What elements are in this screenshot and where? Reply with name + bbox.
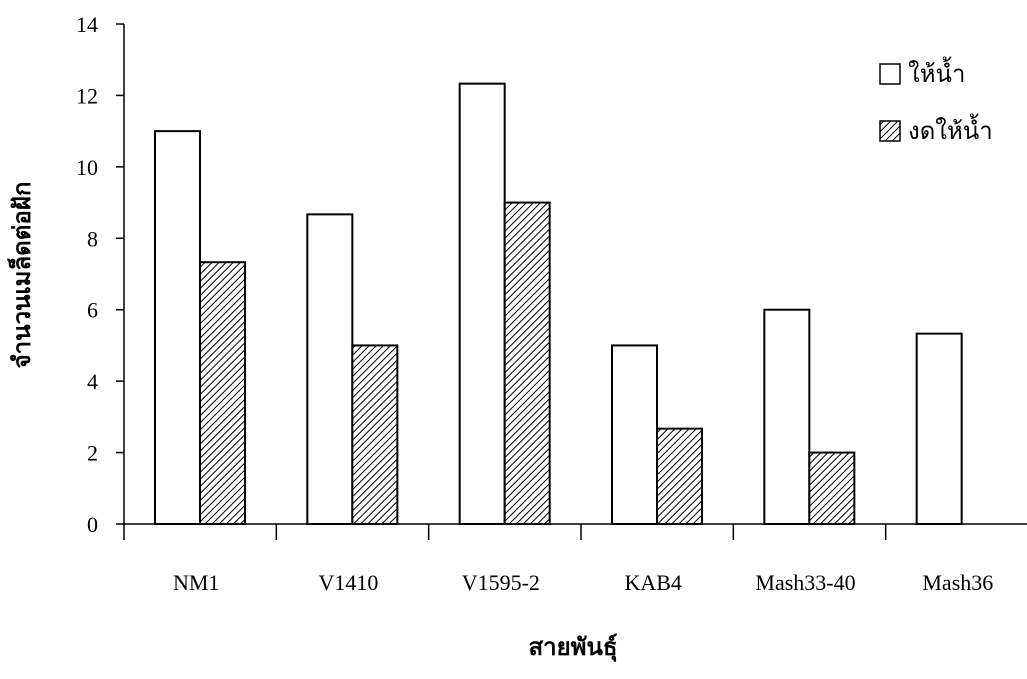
bar-NM1-series-1 xyxy=(154,130,201,525)
legend-label-2: งดให้น้ำ xyxy=(908,113,993,145)
x-tick-label: Mash36 xyxy=(922,570,993,595)
y-tick-label: 6 xyxy=(87,298,98,323)
bar-KAB4-series-1 xyxy=(611,344,658,525)
x-tick-label: NM1 xyxy=(173,570,219,595)
legend-label-1: ให้น้ำ xyxy=(908,56,965,88)
y-tick-label: 8 xyxy=(87,226,98,251)
x-tick-label: KAB4 xyxy=(624,570,681,595)
y-tick-label: 2 xyxy=(87,441,98,466)
y-tick-label: 10 xyxy=(76,155,98,180)
bar-V1410-series-2 xyxy=(351,344,399,525)
x-axis-title: สายพันธุ์ xyxy=(528,633,617,663)
bar-KAB4-series-2 xyxy=(656,427,703,525)
y-tick-label: 12 xyxy=(76,83,98,108)
x-tick-label: V1595-2 xyxy=(462,570,540,595)
legend-swatch-1 xyxy=(879,63,901,85)
bar-Mash33-40-series-1 xyxy=(763,308,811,526)
y-tick-label: 14 xyxy=(76,12,98,37)
y-tick-label: 0 xyxy=(87,512,98,537)
plot-area: 0 2 4 6 8 10 12 14 NM1 V1410 V1595-2 KAB4 Mash33-40 M… xyxy=(76,12,1027,595)
bar-V1595-2-series-1 xyxy=(458,82,506,526)
y-axis-title: จำนวนเมล็ดต่อฝัก xyxy=(7,182,36,369)
x-tick-label: Mash33-40 xyxy=(755,570,855,595)
bar-Mash36-series-1 xyxy=(915,332,963,525)
x-tick-label: V1410 xyxy=(319,570,379,595)
bar-V1410-series-1 xyxy=(306,213,354,525)
bar-V1595-2-series-2 xyxy=(503,201,551,525)
legend-swatch-2 xyxy=(879,120,901,142)
bar-NM1-series-2 xyxy=(199,261,246,525)
y-tick-label: 4 xyxy=(87,369,98,394)
bar-Mash33-40-series-2 xyxy=(808,451,856,526)
